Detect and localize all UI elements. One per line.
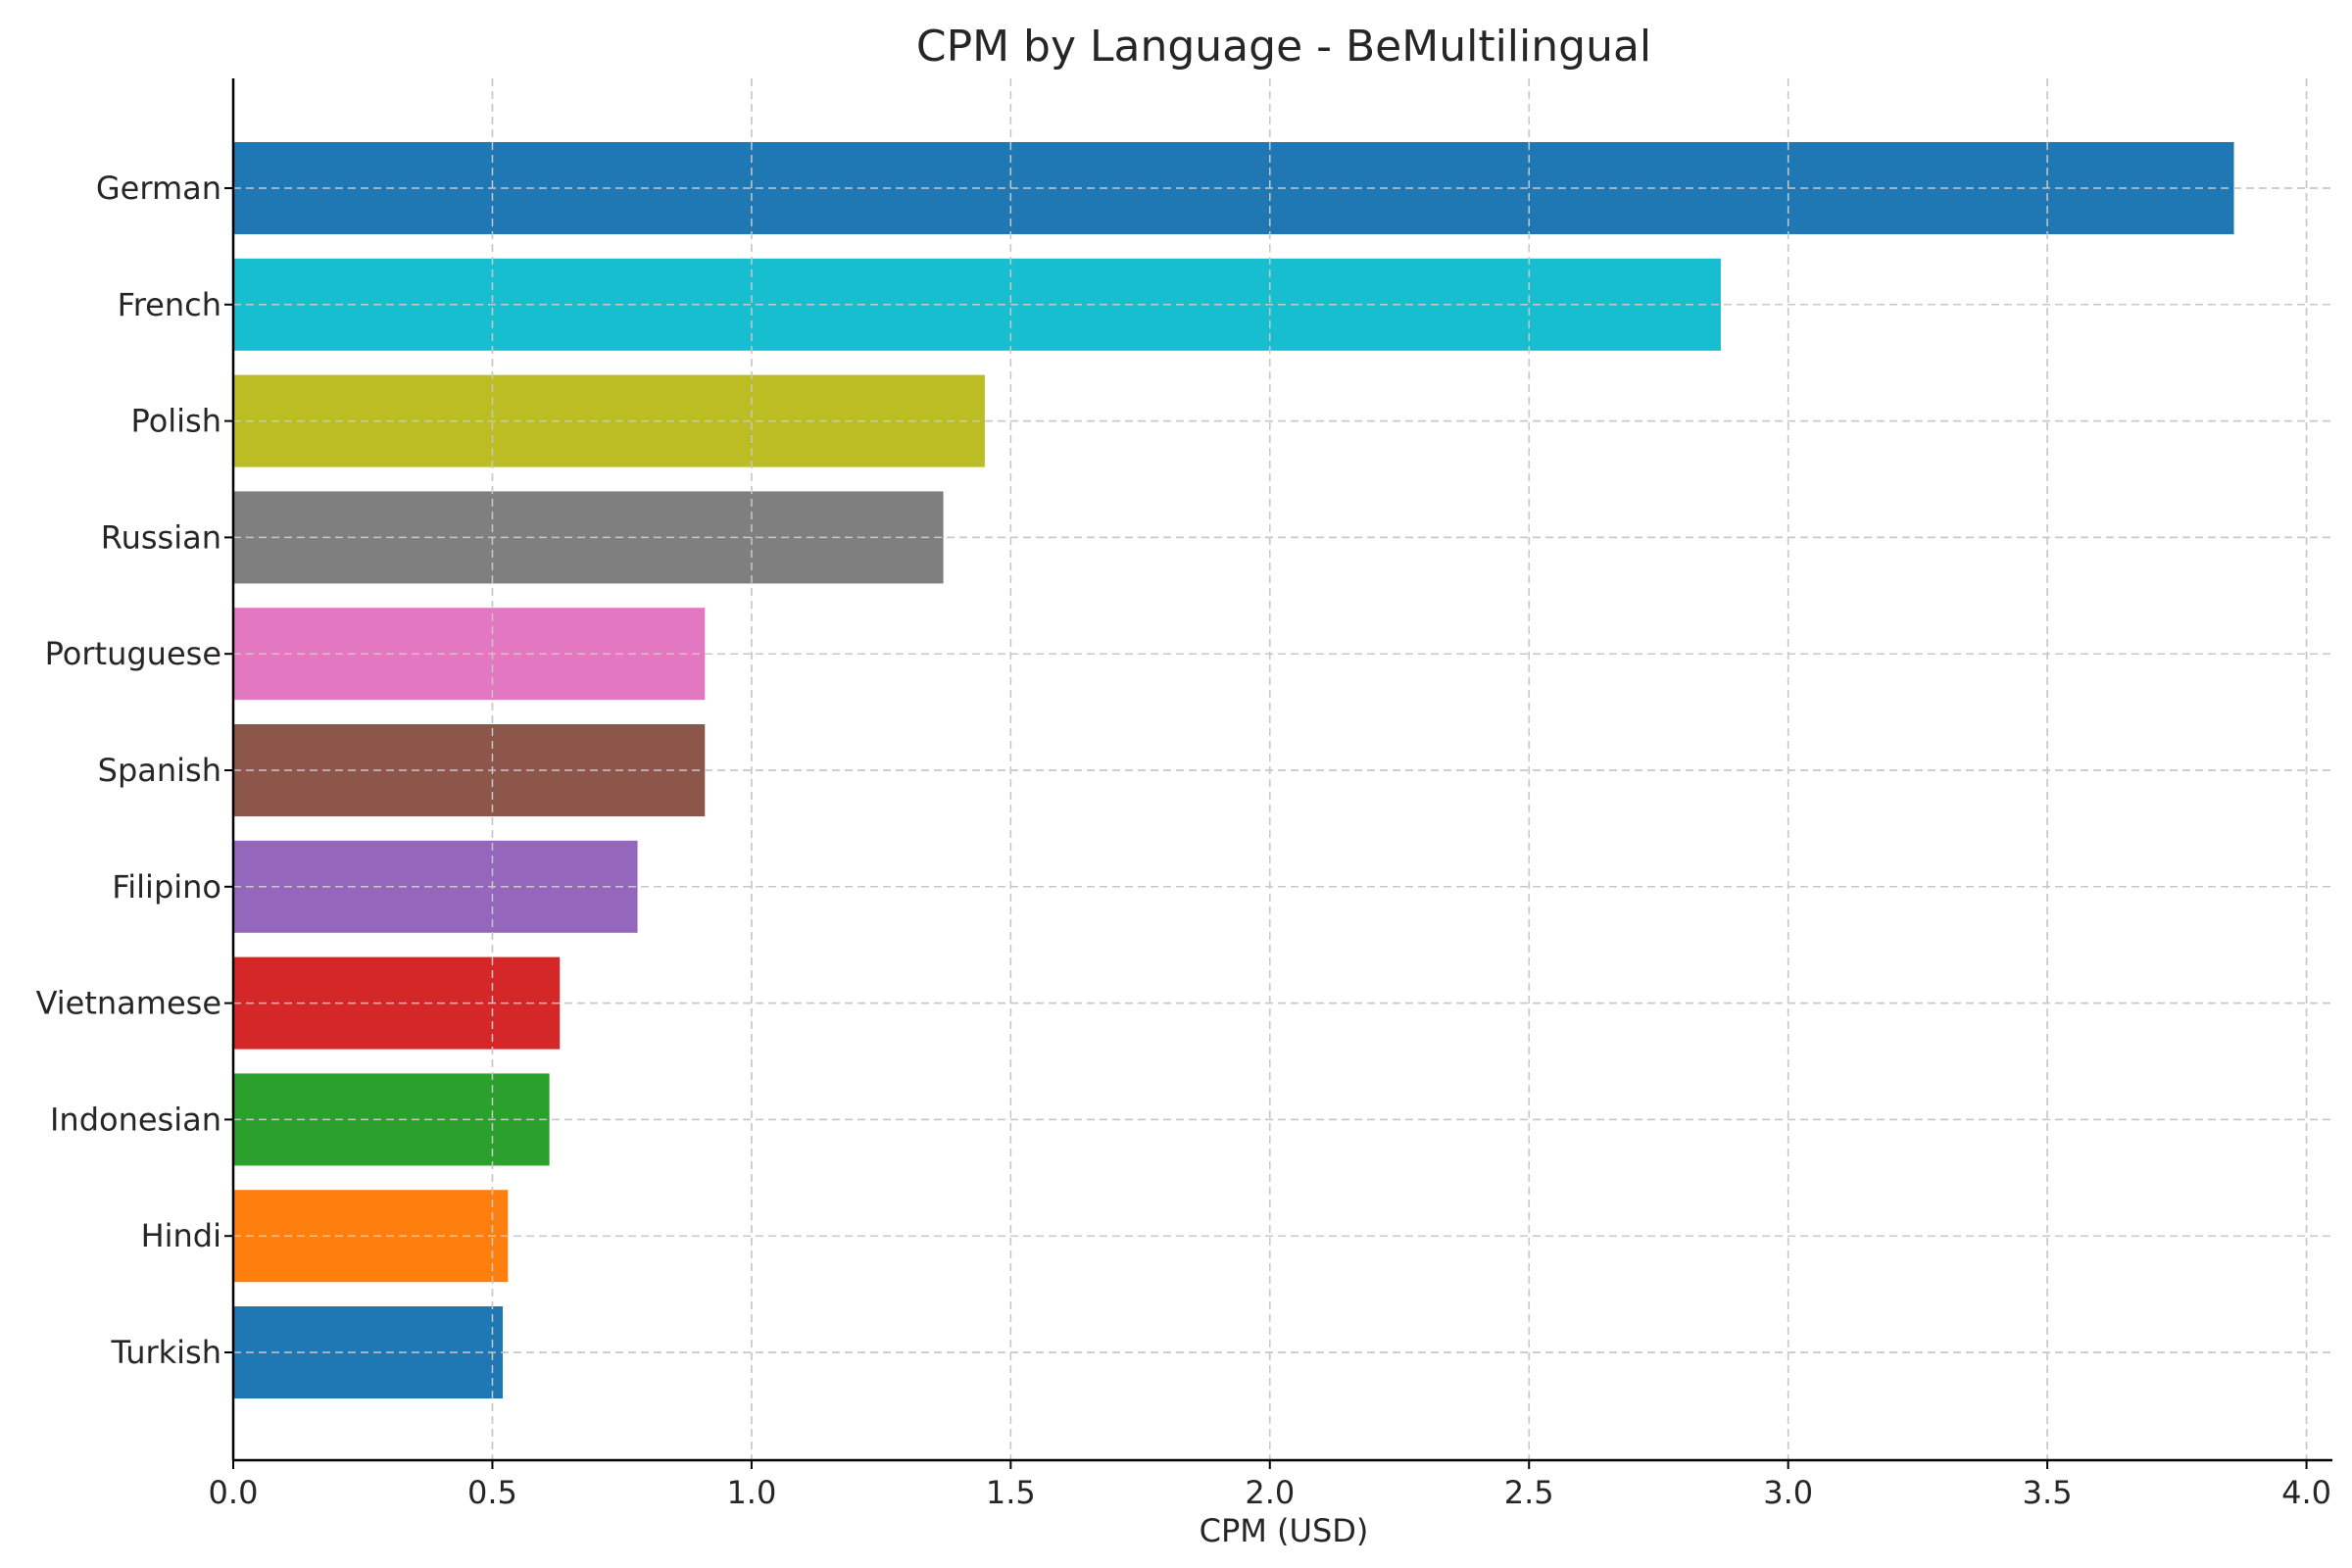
y-tick-label-spanish: Spanish (98, 752, 221, 789)
y-tick-label-vietnamese: Vietnamese (36, 985, 221, 1022)
x-axis-label: CPM (USD) (1200, 1512, 1369, 1549)
y-tick-label-german: German (96, 170, 221, 207)
x-tick-label: 4.0 (2281, 1474, 2331, 1511)
y-tick-label-hindi: Hindi (141, 1217, 221, 1254)
x-tick-label: 2.0 (1245, 1474, 1295, 1511)
bar-vietnamese (233, 956, 561, 1050)
x-tick-label: 3.5 (2023, 1474, 2073, 1511)
x-tick-label: 0.0 (209, 1474, 259, 1511)
y-tick-label-turkish: Turkish (111, 1334, 222, 1371)
bars (232, 78, 2332, 1460)
axes: 0.0 0.5 1.0 1.5 2.0 2.5 3.0 3.5 4.0 German French P… (36, 78, 2332, 1511)
y-tick-label-french: French (118, 286, 221, 323)
x-tick-label: 2.5 (1504, 1474, 1554, 1511)
y-tick-label-indonesian: Indonesian (50, 1101, 221, 1138)
x-tick-label: 0.5 (467, 1474, 517, 1511)
chart-title: CPM by Language - BeMultilingual (916, 22, 1651, 72)
bar-filipino (233, 840, 638, 933)
x-tick-label: 3.0 (1763, 1474, 1813, 1511)
x-tick-label: 1.5 (986, 1474, 1036, 1511)
y-tick-label-russian: Russian (101, 518, 221, 556)
y-tick-label-filipino: Filipino (112, 868, 221, 906)
y-tick-label-portuguese: Portuguese (45, 635, 221, 672)
y-tick-label-polish: Polish (131, 403, 221, 440)
x-tick-label: 1.0 (726, 1474, 776, 1511)
